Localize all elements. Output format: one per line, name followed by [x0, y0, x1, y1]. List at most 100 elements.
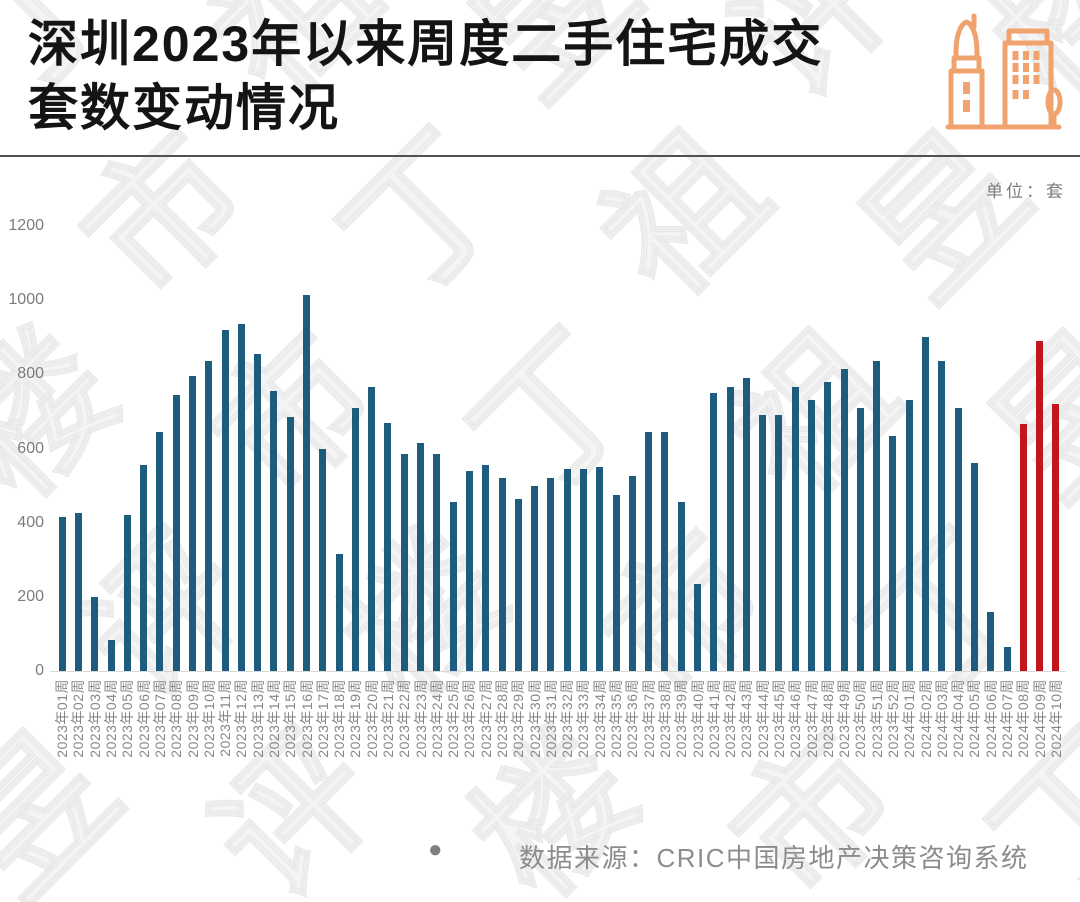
y-axis-tick: 200	[17, 587, 44, 605]
x-axis-label: 2023年26周	[461, 679, 478, 758]
title-divider	[0, 155, 1080, 157]
chart-bar	[856, 407, 864, 671]
x-axis-label: 2023年42周	[722, 679, 738, 758]
x-axis-label: 2023年16周	[298, 679, 315, 758]
chart-bar	[514, 498, 522, 671]
x-axis-label: 2023年12周	[233, 679, 250, 758]
x-axis-label: 2023年39周	[673, 679, 690, 758]
x-axis-label: 2023年33周	[575, 679, 592, 758]
chart-bar	[661, 431, 669, 671]
x-axis-label: 2023年06周	[135, 679, 152, 758]
chart-bar	[970, 463, 978, 671]
x-axis-label: 2024年03周	[933, 679, 950, 758]
x-axis-label: 2023年27周	[477, 679, 494, 758]
x-axis-label: 2023年08周	[168, 679, 185, 758]
x-axis-label: 2023年38周	[656, 679, 673, 758]
x-axis-label: 2023年41周	[705, 679, 722, 758]
chart-bar	[1052, 404, 1060, 671]
x-axis-label: 2023年28周	[494, 679, 510, 758]
chart-bar	[498, 478, 506, 671]
chart-bar	[303, 294, 310, 671]
chart-bar	[270, 391, 278, 671]
chart-bar	[922, 337, 929, 671]
chart-bar	[775, 415, 783, 671]
x-axis-label: 2023年37周	[640, 679, 657, 758]
chart-bar	[612, 494, 620, 671]
chart-bar	[987, 611, 995, 671]
x-axis-label: 2023年01周	[54, 679, 71, 758]
x-axis-label: 2023年46周	[787, 679, 804, 758]
chart-bar	[286, 417, 294, 671]
x-axis-label: 2023年25周	[445, 679, 462, 758]
chart-bar	[596, 467, 604, 671]
x-axis-label: 2024年07周	[999, 679, 1015, 758]
chart-bar	[205, 361, 213, 671]
x-axis-label: 2024年01周	[901, 679, 918, 758]
x-axis-label: 2023年20周	[363, 679, 380, 758]
chart-bar	[91, 596, 99, 671]
chart-bar	[808, 400, 815, 671]
chart-bar	[579, 468, 587, 671]
x-axis-label: 2023年34周	[591, 679, 608, 758]
chart-bar	[726, 387, 734, 671]
chart-bar	[759, 415, 767, 671]
x-axis-label: 2023年21周	[379, 679, 396, 758]
chart-bar	[742, 378, 750, 671]
x-axis-label: 2023年04周	[103, 679, 119, 758]
x-axis-label: 2023年40周	[689, 679, 706, 758]
x-axis-label: 2023年29周	[510, 679, 527, 758]
page-title: 深圳2023年以来周度二手住宅成交 套数变动情况	[28, 12, 928, 140]
x-axis-label: 2023年10周	[200, 679, 217, 758]
chart-bar	[351, 407, 359, 671]
y-axis-tick: 800	[17, 365, 44, 383]
x-axis-label: 2023年22周	[396, 679, 413, 758]
x-axis-label: 2023年13周	[249, 679, 266, 758]
chart-bar	[873, 361, 881, 671]
x-axis-label: 2023年15周	[282, 679, 299, 758]
x-axis-label: 2023年43周	[738, 679, 755, 758]
unit-label: 单位：套	[986, 182, 1066, 201]
chart-bar	[1019, 424, 1027, 671]
chart-bar	[1036, 341, 1043, 671]
chart-bar	[319, 448, 327, 671]
chart-bar	[1003, 646, 1011, 671]
y-axis-tick: 1000	[8, 291, 44, 309]
x-axis-label: 2023年02周	[70, 679, 87, 758]
chart-bar	[482, 465, 490, 671]
chart-bar	[368, 387, 376, 671]
y-axis-tick: 1200	[8, 217, 44, 234]
x-axis-label: 2023年24周	[428, 679, 445, 758]
chart-bar	[905, 400, 913, 671]
chart-bar	[628, 476, 636, 671]
x-axis-label: 2023年50周	[852, 679, 869, 758]
x-axis-label: 2023年52周	[884, 679, 901, 758]
x-axis-label: 2023年32周	[559, 679, 576, 758]
x-axis-label: 2023年07周	[151, 679, 168, 758]
footer-bullet-icon: ●	[428, 836, 443, 863]
chart-bar	[189, 376, 196, 671]
x-axis-label: 2023年03周	[86, 679, 103, 758]
chart-bar	[824, 381, 832, 671]
x-axis-label: 2023年51周	[868, 679, 885, 758]
x-axis-label: 2024年10周	[1047, 679, 1064, 758]
chart-bar	[400, 454, 408, 671]
x-axis-label: 2023年36周	[624, 679, 641, 758]
x-axis-label: 2023年31周	[542, 679, 559, 758]
chart-bar	[531, 485, 539, 671]
x-axis-label: 2023年17周	[314, 679, 331, 758]
x-axis-label: 2024年02周	[917, 679, 934, 758]
chart-bar	[417, 442, 424, 671]
x-axis-label: 2023年48周	[819, 679, 836, 758]
x-axis-label: 2023年05周	[119, 679, 136, 758]
chart-bar	[449, 502, 457, 671]
chart-bar	[172, 394, 180, 671]
chart-bar	[547, 478, 555, 671]
chart-bar	[677, 502, 685, 671]
x-axis-label: 2024年04周	[950, 679, 967, 758]
chart-bar	[254, 353, 262, 671]
chart-bar	[563, 468, 571, 671]
chart-bar	[58, 517, 66, 671]
x-axis-label: 2023年23周	[412, 679, 429, 758]
x-axis-label: 2023年35周	[608, 679, 624, 758]
